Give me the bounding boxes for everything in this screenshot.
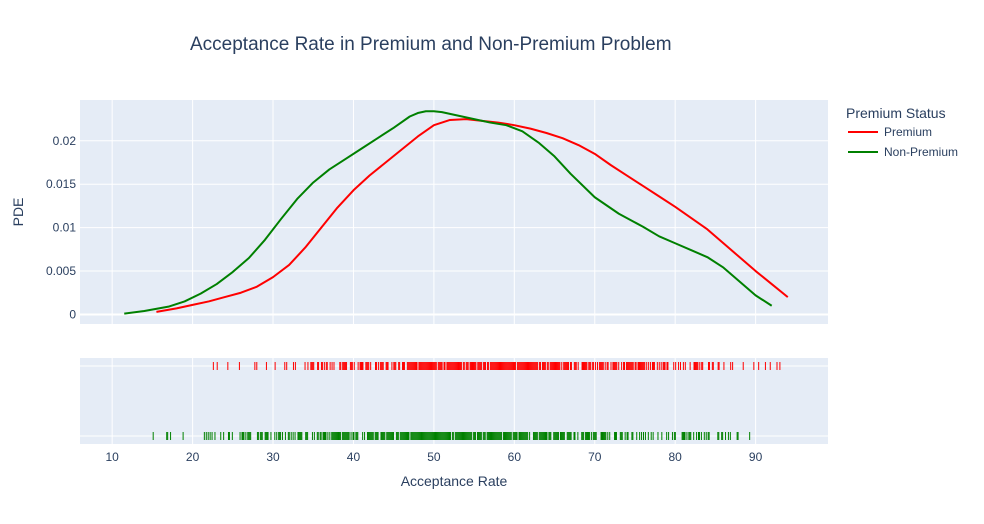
x-tick-label: 90 [749,450,763,464]
legend-item-non-premium[interactable]: Non-Premium [848,145,958,159]
rug-plot-background [80,358,828,444]
x-tick-label: 60 [508,450,522,464]
y-tick-label: 0 [69,307,76,321]
main-plot-background [80,100,828,324]
x-tick-label: 20 [186,450,200,464]
x-tick-label: 30 [266,450,280,464]
x-tick-label: 50 [427,450,441,464]
legend-title: Premium Status [846,105,946,121]
y-axis-label: PDE [10,198,26,227]
rug-plot [152,362,781,440]
legend-label-non-premium: Non-Premium [884,145,958,159]
x-tick-label: 80 [669,450,683,464]
y-tick-label: 0.02 [53,134,77,148]
series-line-non-premium [124,110,773,315]
y-tick-label: 0.015 [46,177,76,191]
x-axis-label: Acceptance Rate [401,473,508,489]
x-tick-label: 40 [347,450,361,464]
legend-item-premium[interactable]: Premium [848,125,932,139]
y-tick-label: 0.01 [53,221,77,235]
y-tick-label: 0.005 [46,264,76,278]
legend: Premium Status Premium Non-Premium [846,105,958,159]
x-tick-label: 70 [588,450,602,464]
x-tick-label: 10 [105,450,119,464]
legend-label-premium: Premium [884,125,932,139]
chart-title: Acceptance Rate in Premium and Non-Premi… [190,34,672,55]
density-curves [124,110,789,315]
axis-ticks: 10 20 30 40 50 60 70 80 90 0 0.005 0.01 0.015 0.02 [46,134,763,464]
